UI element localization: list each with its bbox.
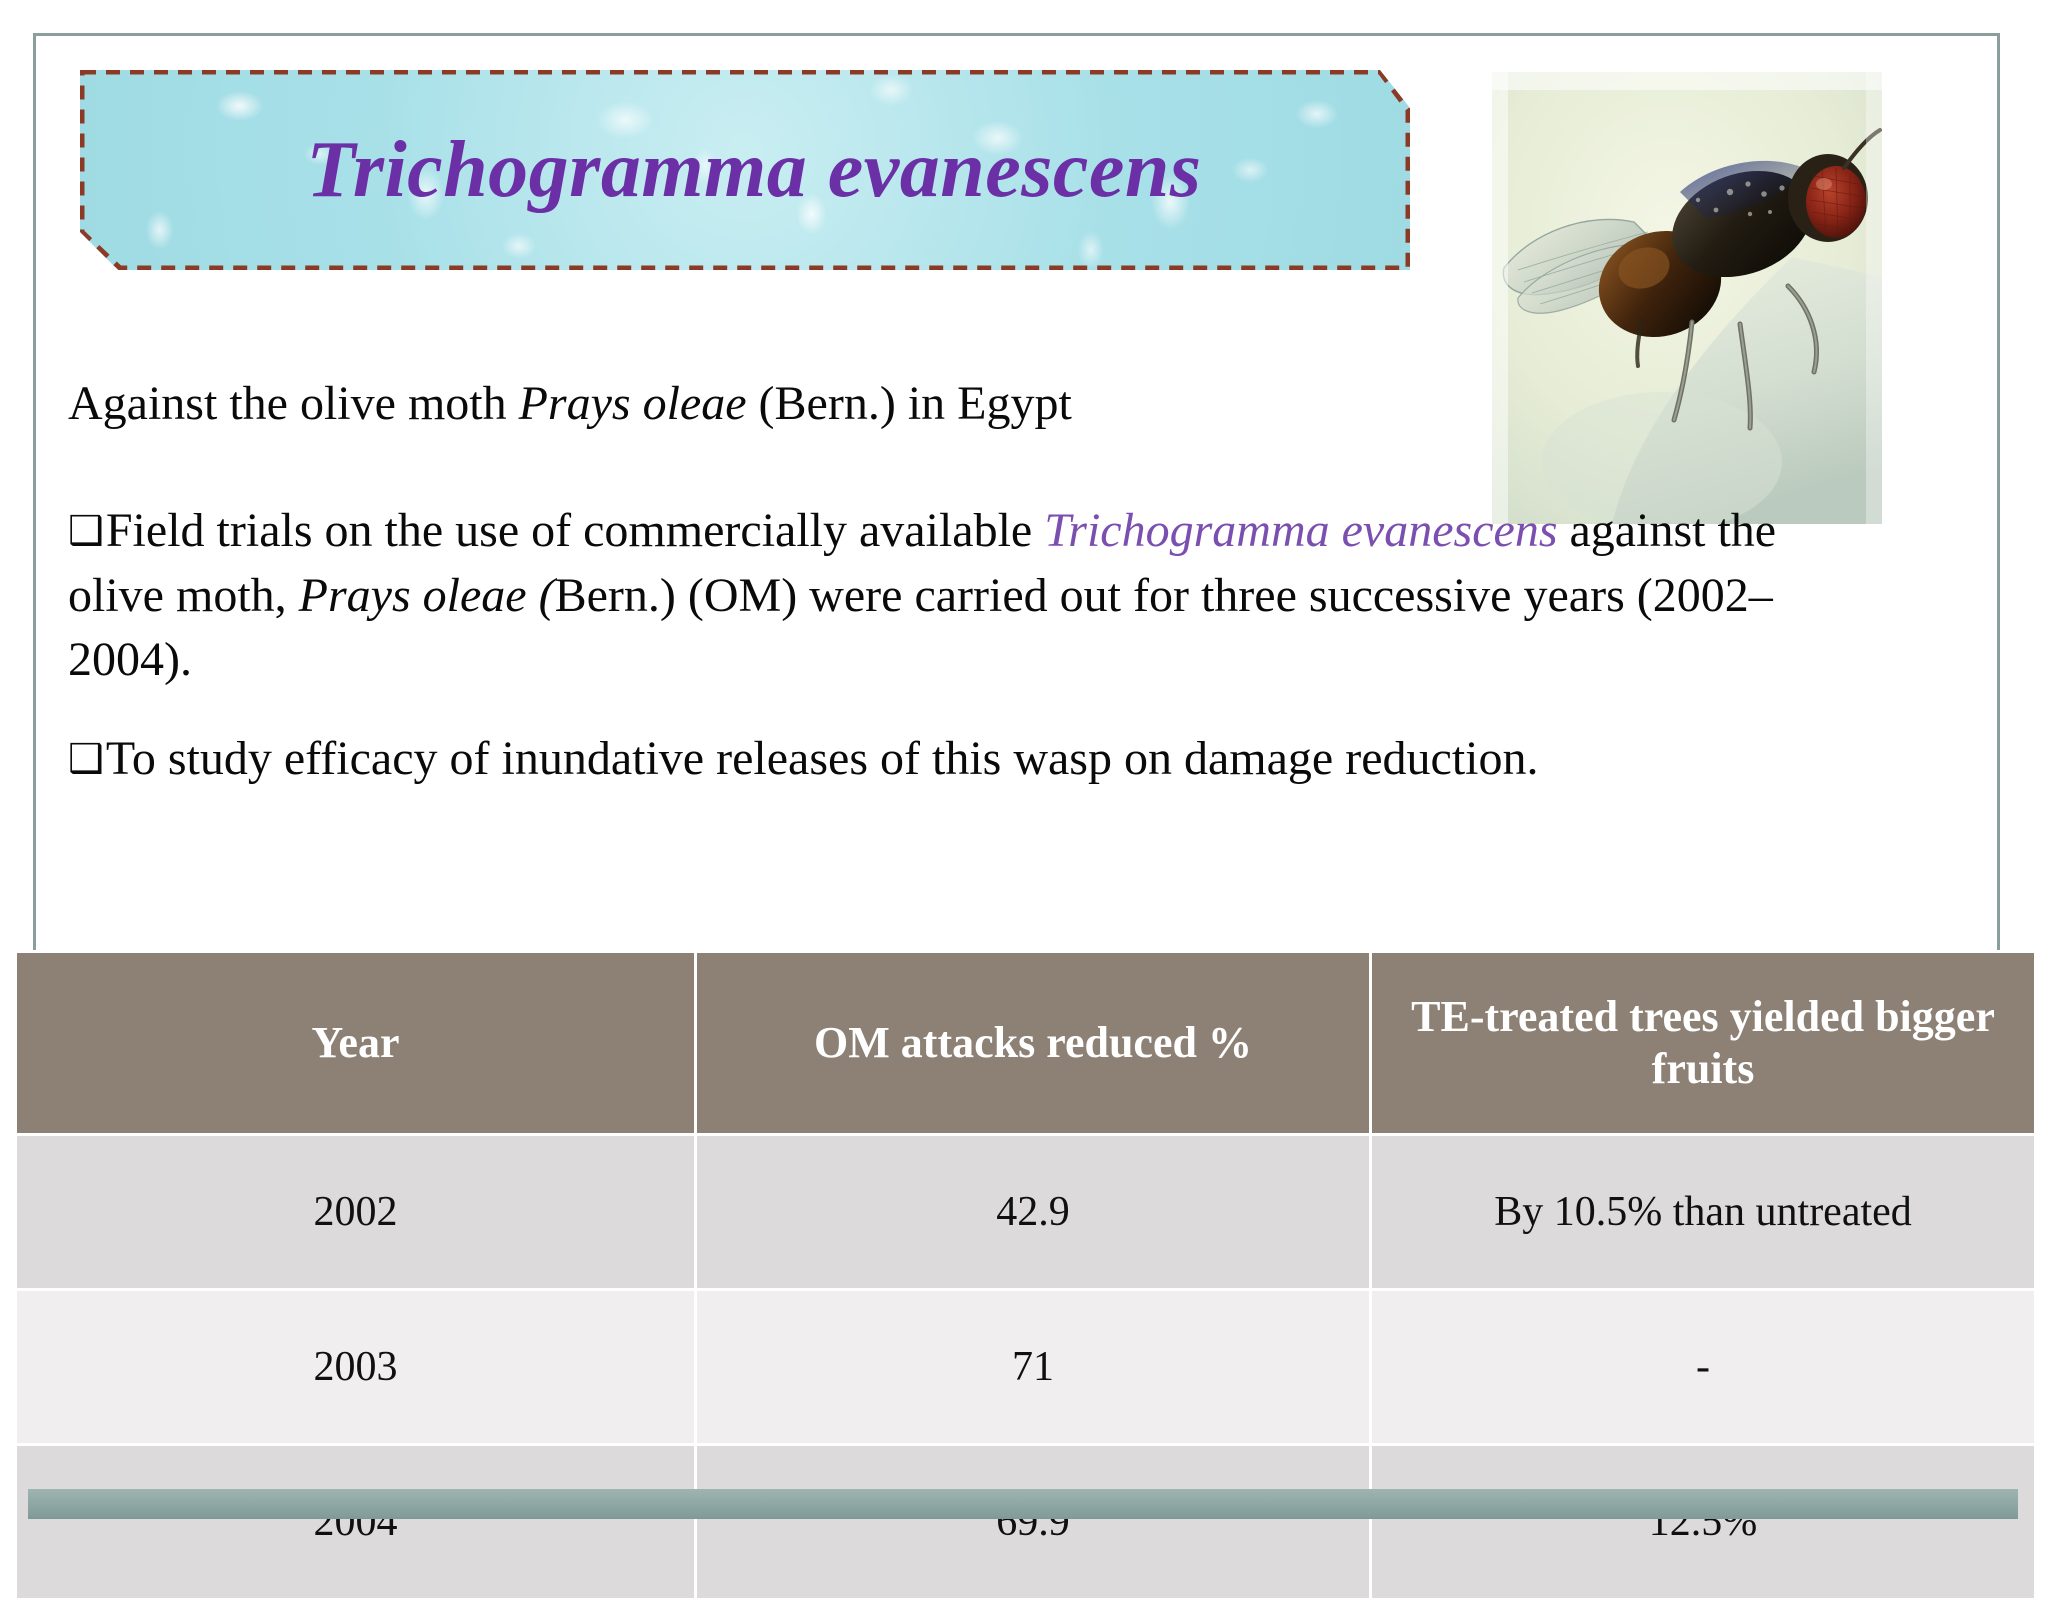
cell-om-reduced: 71 [694, 1288, 1372, 1446]
cell-year: 2003 [14, 1288, 697, 1446]
column-header-te-treated-trees: TE-treated trees yielded bigger fruits [1369, 950, 2037, 1136]
bullet1-text-part3: Bern.) (OM) were carried out for three s… [68, 568, 1773, 687]
cell-year: 2004 [14, 1443, 697, 1601]
slide-canvas: Trichogramma evanescens [14, 33, 2037, 1601]
table-row: 2004 69.9 12.5% [14, 1443, 2037, 1601]
cell-fruits: By 10.5% than untreated [1369, 1133, 2037, 1291]
bottom-accent-bar [28, 1489, 2018, 1519]
cell-year: 2002 [14, 1133, 697, 1291]
cell-fruits: 12.5% [1369, 1443, 2037, 1601]
bullet1-species-italic: Prays oleae ( [298, 568, 555, 622]
cell-fruits: - [1369, 1288, 2037, 1446]
column-header-year: Year [14, 950, 697, 1136]
slide-body: Against the olive moth Prays oleae (Bern… [68, 372, 1868, 826]
cell-om-reduced: 69.9 [694, 1443, 1372, 1601]
lead-species-italic: Prays oleae [518, 377, 747, 430]
lead-text-after: (Bern.) in Egypt [746, 377, 1072, 430]
bullet-square-icon: ❑ [68, 736, 104, 783]
bullet1-text-part2: against the olive moth, [68, 503, 1777, 622]
title-banner: Trichogramma evanescens [80, 70, 1410, 270]
page-title: Trichogramma evanescens [306, 125, 1202, 214]
table-row: 2002 42.9 By 10.5% than untreated [14, 1133, 2037, 1291]
bullet1-text-part1: Field trials on the use of commercially … [105, 503, 1045, 557]
bullet2-text: To study efficacy of inundative releases… [105, 732, 1539, 786]
cell-om-reduced: 42.9 [694, 1133, 1372, 1291]
bullet1-genus-species: Trichogramma evanescens [1044, 503, 1558, 557]
lead-text-before: Against the olive moth [68, 377, 519, 430]
column-header-om-attacks-reduced: OM attacks reduced % [694, 950, 1372, 1136]
table-row: 2003 71 - [14, 1288, 2037, 1446]
bullet-square-icon: ❑ [68, 507, 104, 554]
lead-paragraph: Against the olive moth Prays oleae (Bern… [68, 372, 1868, 437]
wasp-photo [1492, 72, 1882, 524]
bullet-paragraph-1: ❑Field trials on the use of commercially… [68, 499, 1868, 693]
bullet-paragraph-2: ❑To study efficacy of inundative release… [68, 727, 1868, 792]
table-header-row: Year OM attacks reduced % TE-treated tre… [14, 950, 2037, 1136]
